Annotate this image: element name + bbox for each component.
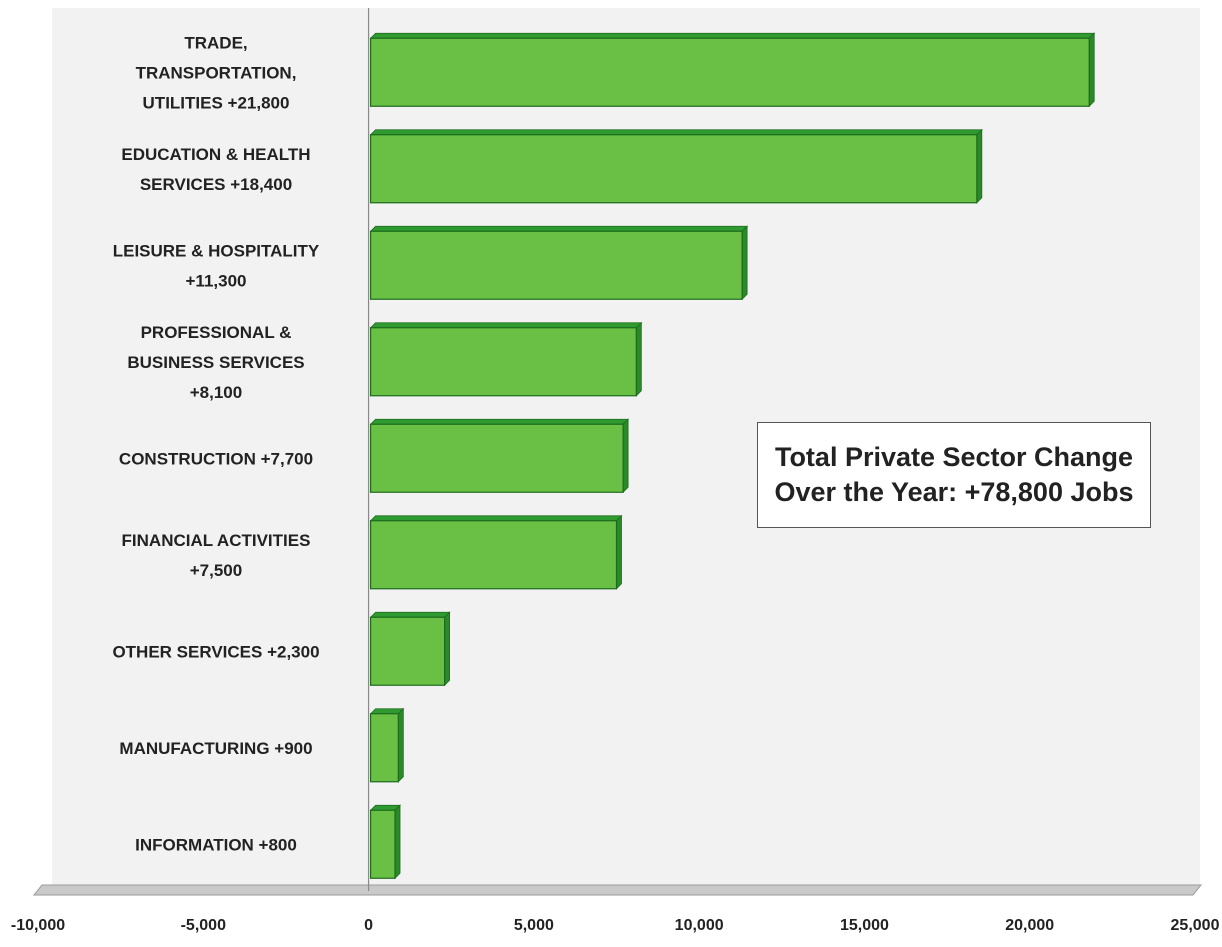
bar — [369, 804, 401, 880]
bar — [369, 418, 630, 494]
x-tick-label: 25,000 — [1171, 917, 1220, 934]
category-label-line: +11,300 — [186, 271, 247, 290]
x-tick-label: -5,000 — [181, 917, 226, 934]
bar — [369, 128, 983, 204]
category-label: OTHER SERVICES +2,300 — [112, 642, 319, 661]
category-label-line: TRANSPORTATION, — [136, 63, 297, 82]
category-label: FINANCIAL ACTIVITIES +7,500 — [122, 531, 311, 580]
category-label-line: TRADE, — [184, 33, 247, 52]
x-tick-label: 20,000 — [1005, 917, 1054, 934]
category-label-line: UTILITIES +21,800 — [143, 93, 290, 112]
annotation-line-1: Total Private Sector Change — [774, 442, 1134, 473]
category-label-line: LEISURE & HOSPITALITY — [113, 241, 320, 260]
category-label: PROFESSIONAL & BUSINESS SERVICES +8,100 — [127, 323, 304, 402]
category-label-line: CONSTRUCTION +7,700 — [119, 449, 313, 468]
category-label-line: INFORMATION +800 — [135, 835, 297, 854]
category-label: INFORMATION +800 — [135, 835, 297, 854]
bar — [369, 225, 749, 301]
x-tick-label: 0 — [364, 917, 373, 934]
category-label: CONSTRUCTION +7,700 — [119, 449, 313, 468]
category-label-line: SERVICES +18,400 — [140, 175, 292, 194]
x-tick-label: 5,000 — [514, 917, 554, 934]
bar — [369, 707, 405, 783]
category-label-line: PROFESSIONAL & — [141, 323, 292, 342]
total-change-annotation: Total Private Sector Change Over the Yea… — [757, 422, 1151, 528]
category-labels: TRADE, TRANSPORTATION, UTILITIES +21,800 ED… — [112, 33, 319, 854]
bar — [369, 611, 451, 687]
category-label-line: BUSINESS SERVICES — [127, 353, 304, 372]
x-axis: -10,000 -5,000 0 5,000 10,000 15,000 20,000 25,… — [11, 917, 1220, 934]
bar — [369, 32, 1096, 108]
category-label-line: +8,100 — [190, 383, 242, 402]
category-label: MANUFACTURING +900 — [119, 739, 312, 758]
x-tick-label: 10,000 — [675, 917, 724, 934]
x-tick-label: 15,000 — [840, 917, 889, 934]
category-label-line: OTHER SERVICES +2,300 — [112, 642, 319, 661]
category-label-line: +7,500 — [190, 561, 242, 580]
x-tick-label: -10,000 — [11, 917, 65, 934]
category-label-line: FINANCIAL ACTIVITIES — [122, 531, 311, 550]
category-label-line: MANUFACTURING +900 — [119, 739, 312, 758]
bar — [369, 514, 623, 590]
category-label-line: EDUCATION & HEALTH — [121, 145, 310, 164]
bars-group — [369, 32, 1096, 880]
category-label: LEISURE & HOSPITALITY +11,300 — [113, 241, 320, 290]
annotation-line-2: Over the Year: +78,800 Jobs — [774, 477, 1134, 507]
bar — [369, 321, 643, 397]
category-label: EDUCATION & HEALTH SERVICES +18,400 — [121, 145, 310, 194]
category-label: TRADE, TRANSPORTATION, UTILITIES +21,800 — [136, 33, 297, 112]
axis-floor — [32, 884, 1203, 896]
